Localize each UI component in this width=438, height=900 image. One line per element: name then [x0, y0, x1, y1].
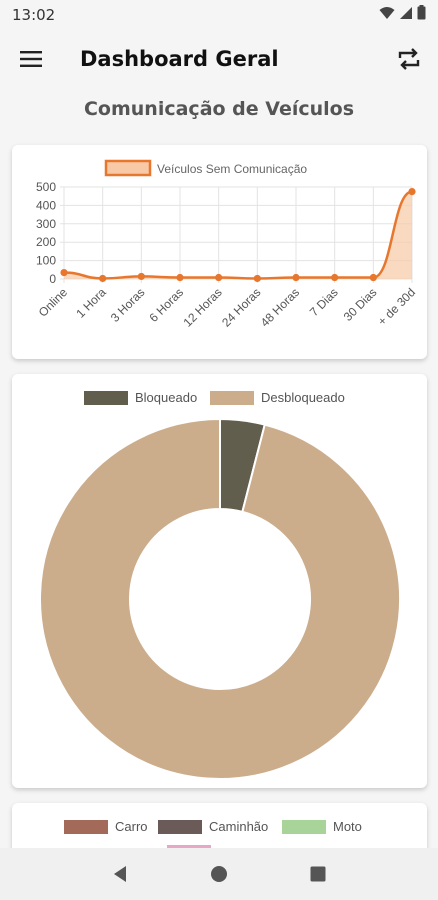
app-bar: Dashboard Geral — [0, 30, 438, 88]
x-tick-label: 48 Horas — [258, 285, 302, 329]
line-chart-card: Veículos Sem Comunicação 0 100 200 300 400 500… — [12, 145, 427, 359]
menu-button[interactable] — [14, 44, 48, 74]
hamburger-menu-icon — [20, 51, 42, 67]
x-tick-label: 12 Horas — [180, 285, 224, 329]
x-tick-label: 1 Hora — [73, 285, 109, 321]
legend-swatch-carro — [64, 820, 108, 834]
donut-slice-desbloqueado — [39, 417, 401, 780]
y-tick-label: 100 — [36, 254, 56, 268]
data-point — [60, 268, 68, 277]
legend-label-sem-comunicacao: Veículos Sem Comunicação — [157, 162, 307, 176]
x-tick-label: + de 30d — [375, 285, 418, 328]
series-area-sem-comunicacao — [64, 191, 412, 279]
line-chart: Veículos Sem Comunicação 0 100 200 300 400 500… — [36, 159, 418, 330]
navigation-bar — [0, 848, 438, 900]
data-point — [99, 274, 107, 283]
y-tick-label: 0 — [49, 272, 56, 286]
x-tick-label: 24 Horas — [219, 285, 263, 329]
status-time: 13:02 — [12, 6, 56, 24]
legend-label-desbloqueado: Desbloqueado — [261, 390, 345, 405]
y-tick-label: 300 — [36, 217, 56, 231]
legend-label-moto: Moto — [333, 819, 362, 834]
recents-square-icon — [310, 866, 326, 882]
vehicle-type-chart: Carro Caminhão Moto — [64, 819, 362, 859]
x-tick-label: 3 Horas — [108, 285, 148, 325]
refresh-button[interactable] — [392, 42, 426, 76]
battery-icon — [417, 5, 426, 20]
status-icons — [379, 5, 426, 20]
legend-label-bloqueado: Bloqueado — [135, 390, 197, 405]
legend-swatch-bloqueado — [84, 391, 128, 405]
y-tick-label: 500 — [36, 180, 56, 194]
data-point — [137, 272, 145, 281]
section-title: Comunicação de Veículos — [83, 98, 355, 120]
app-title: Dashboard Geral — [80, 47, 279, 71]
data-point — [215, 273, 223, 282]
data-point — [369, 273, 377, 282]
legend-label-caminhao: Caminhão — [209, 819, 268, 834]
x-tick-label: 30 Dias — [341, 285, 380, 324]
donut-legend: Bloqueado Desbloqueado — [84, 390, 345, 405]
home-circle-icon — [210, 866, 227, 882]
status-bar: 13:02 — [0, 0, 438, 30]
x-tick-label: 7 Dias — [307, 285, 341, 319]
data-point — [331, 273, 339, 282]
signal-icon — [400, 6, 412, 19]
home-button[interactable] — [199, 854, 239, 894]
line-chart-legend: Veículos Sem Comunicação — [104, 159, 307, 177]
donut-chart-card: Bloqueado Desbloqueado — [12, 374, 427, 788]
back-triangle-icon — [113, 866, 126, 882]
recents-button[interactable] — [298, 854, 338, 894]
data-point — [408, 188, 416, 196]
donut-chart: Bloqueado Desbloqueado — [39, 390, 401, 780]
series-line-sem-comunicacao — [63, 190, 413, 280]
data-point — [176, 273, 184, 282]
data-point — [253, 274, 261, 283]
legend-label-carro: Carro — [115, 819, 148, 834]
back-button[interactable] — [100, 854, 140, 894]
y-tick-label: 200 — [36, 235, 56, 249]
legend-swatch-desbloqueado — [210, 391, 254, 405]
repeat-icon — [398, 48, 420, 70]
data-point — [292, 273, 300, 282]
legend-swatch-caminhao — [158, 820, 202, 834]
x-tick-label: Online — [36, 285, 71, 320]
wifi-icon — [379, 6, 395, 19]
legend-swatch-sem-comunicacao — [104, 159, 152, 177]
legend-swatch-moto — [282, 820, 326, 834]
y-tick-label: 400 — [36, 198, 56, 212]
